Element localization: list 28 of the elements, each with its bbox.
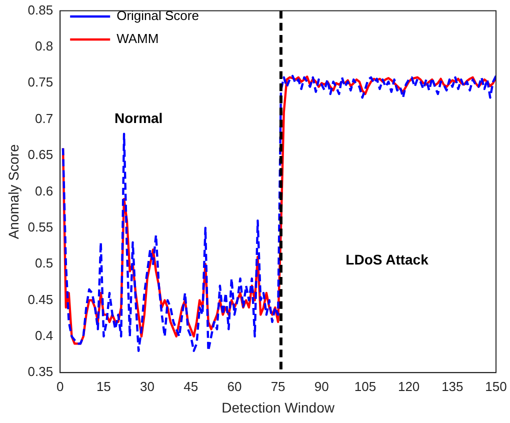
x-tick-label: 150 — [485, 378, 507, 394]
y-tick-label: 0.35 — [28, 364, 54, 380]
y-tick-label: 0.75 — [28, 74, 54, 90]
legend-label: WAMM — [116, 31, 159, 46]
y-tick-label: 0.85 — [28, 2, 54, 18]
x-tick-label: 15 — [96, 378, 111, 394]
y-tick-label: 0.55 — [28, 219, 54, 234]
y-tick-label: 0.45 — [28, 292, 54, 307]
annotation: LDoS Attack — [346, 251, 429, 268]
x-tick-label: 135 — [442, 378, 464, 394]
x-tick-label: 30 — [140, 378, 155, 394]
y-tick-label: 0.5 — [35, 256, 54, 271]
y-tick-label: 0.8 — [35, 38, 54, 54]
y-tick-label: 0.7 — [35, 110, 54, 126]
x-tick-label: 90 — [314, 378, 329, 394]
y-tick-label: 0.6 — [35, 183, 54, 198]
y-tick-label: 0.4 — [35, 328, 54, 343]
x-tick-label: 75 — [270, 378, 286, 394]
x-tick-label: 0 — [56, 378, 64, 394]
y-tick-label: 0.65 — [28, 147, 54, 162]
x-tick-label: 45 — [184, 378, 198, 394]
annotation: Normal — [114, 110, 163, 126]
x-tick-label: 60 — [227, 378, 242, 394]
legend-label: Original Score — [116, 8, 199, 24]
x-tick-label: 120 — [398, 378, 420, 394]
x-axis-title: Detection Window — [222, 399, 336, 416]
x-tick-label: 105 — [354, 378, 376, 394]
y-axis-title: Anomaly Score — [5, 144, 22, 240]
